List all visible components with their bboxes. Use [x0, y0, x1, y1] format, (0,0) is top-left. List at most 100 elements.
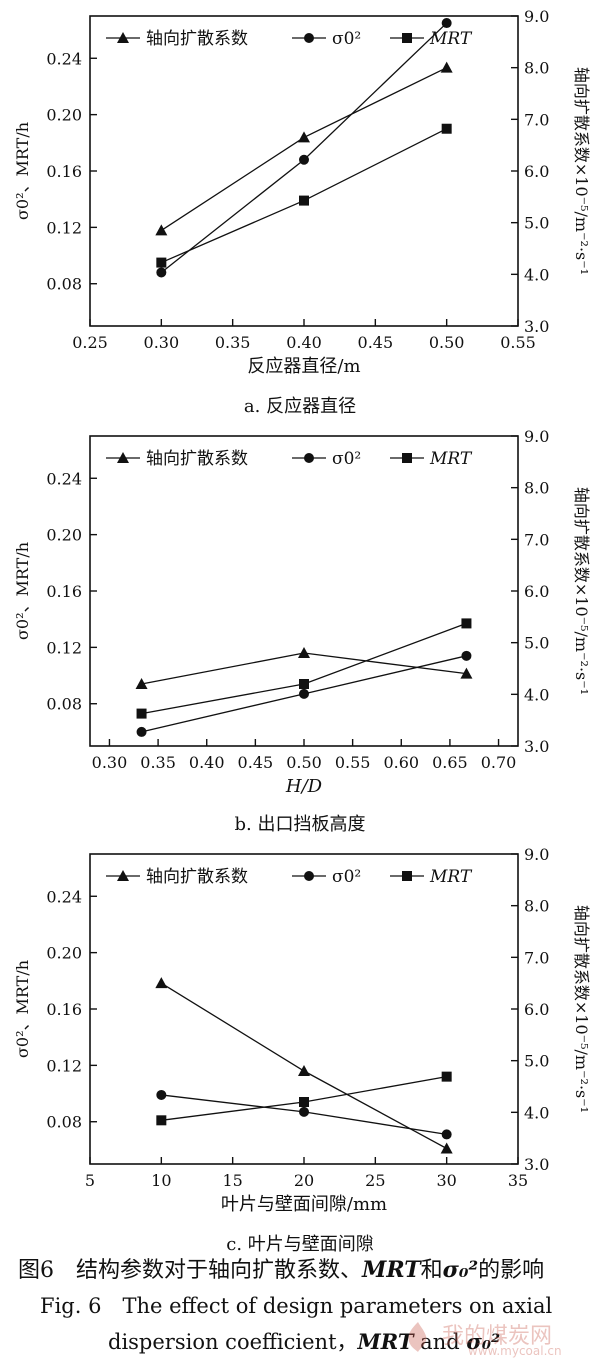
x-tick-label-b-2: 0.40 — [189, 753, 225, 772]
y-right-tick-label-a-4: 7.0 — [524, 110, 549, 129]
point-b-0-2 — [460, 667, 473, 679]
y-right-axis-label-b: 轴向扩散系数×10⁻⁵/m⁻²·s⁻¹ — [572, 487, 591, 695]
chart-subtitle-a: a. 反应器直径 — [244, 396, 356, 417]
legend-marker-b-0 — [117, 452, 129, 463]
y-right-tick-label-b-1: 4.0 — [524, 685, 549, 704]
legend-label-a-0: 轴向扩散系数 — [146, 29, 248, 49]
y-left-axis-label-c: σ0²、MRT/h — [13, 960, 32, 1058]
figure-charts: 0.25 0.30 0.35 0.40 0.45 0.50 0.55 0.08 0.12 0.16… — [13, 7, 591, 1255]
y-right-tick-label-c-1: 4.0 — [524, 1103, 549, 1122]
y-left-tick-label-a-0: 0.08 — [46, 275, 82, 294]
x-tick-label-b-4: 0.50 — [286, 753, 322, 772]
x-tick-label-b-7: 0.65 — [432, 753, 468, 772]
watermark-text: 我的煤炭网 — [442, 1324, 553, 1349]
point-b-2-1 — [299, 679, 309, 689]
y-left-tick-label-c-0: 0.08 — [46, 1113, 82, 1132]
y-right-tick-label-c-5: 8.0 — [524, 897, 549, 916]
x-tick-label-a-0: 0.25 — [72, 333, 108, 352]
y-right-axis-label-c: 轴向扩散系数×10⁻⁵/m⁻²·s⁻¹ — [572, 905, 591, 1113]
y-left-tick-label-c-2: 0.16 — [46, 1000, 82, 1019]
y-right-tick-label-c-4: 7.0 — [524, 948, 549, 967]
watermark: 我的煤炭网 www.mycoal.cn — [398, 1318, 578, 1362]
x-tick-label-b-5: 0.55 — [335, 753, 371, 772]
y-left-tick-label-b-2: 0.16 — [46, 582, 82, 601]
series-line-b-2 — [141, 622, 467, 715]
y-left-axis-label-b: σ0²、MRT/h — [13, 542, 32, 640]
x-tick-label-c-1: 10 — [151, 1171, 171, 1190]
caption-en-mrt: MRT — [357, 1329, 414, 1354]
x-tick-label-a-6: 0.55 — [500, 333, 536, 352]
x-tick-label-c-2: 15 — [222, 1171, 242, 1190]
legend-label-a-2: MRT — [429, 29, 473, 49]
legend-marker-b-1 — [304, 453, 314, 463]
caption-en-and: and — [413, 1330, 467, 1354]
x-tick-label-b-1: 0.35 — [140, 753, 176, 772]
legend-label-c-0: 轴向扩散系数 — [146, 867, 248, 887]
point-b-1-2 — [461, 650, 472, 661]
caption-zh-suffix: 的影响 — [478, 1258, 545, 1283]
y-left-tick-label-c-4: 0.24 — [46, 887, 82, 906]
point-b-2-2 — [461, 618, 472, 629]
y-right-tick-label-b-3: 6.0 — [524, 582, 549, 601]
caption-en-prefix: dispersion coefficient， — [108, 1330, 358, 1354]
point-c-0-0 — [155, 977, 168, 989]
point-a-2-1 — [299, 195, 309, 206]
watermark-logo-icon — [408, 1322, 427, 1352]
plot-frame-c — [89, 853, 519, 1165]
point-c-2-1 — [299, 1097, 309, 1107]
x-tick-label-c-6: 35 — [508, 1171, 528, 1190]
y-right-tick-label-a-5: 8.0 — [524, 59, 549, 78]
x-tick-label-b-0: 0.30 — [92, 753, 128, 772]
y-left-tick-label-c-3: 0.20 — [46, 944, 82, 963]
point-c-0-2 — [440, 1142, 453, 1154]
y-left-tick-label-a-3: 0.20 — [46, 106, 82, 125]
point-c-0-1 — [298, 1065, 310, 1076]
point-c-2-2 — [441, 1071, 452, 1082]
chart-c: 5 10 15 20 25 30 35 0.08 0.12 0.16 0.20 0.24 3.0 4.0 5… — [13, 845, 591, 1255]
y-right-tick-label-c-0: 3.0 — [524, 1155, 549, 1174]
legend-marker-c-0 — [117, 870, 129, 881]
y-left-tick-label-b-3: 0.20 — [46, 526, 82, 545]
point-b-0-0 — [135, 678, 148, 689]
legend-marker-c-1 — [304, 871, 314, 881]
chart-subtitle-b: b. 出口挡板高度 — [235, 814, 366, 835]
legend-label-b-2: MRT — [429, 449, 473, 469]
point-c-1-0 — [156, 1089, 167, 1100]
x-tick-label-c-4: 25 — [365, 1171, 385, 1190]
x-tick-label-b-8: 0.70 — [481, 753, 517, 772]
y-left-tick-label-a-1: 0.12 — [46, 218, 82, 237]
x-axis-label-c: 叶片与壁面间隙/mm — [221, 1194, 387, 1215]
y-left-tick-label-a-4: 0.24 — [46, 49, 82, 68]
y-left-axis-label-a: σ0²、MRT/h — [13, 122, 32, 220]
point-a-0-0 — [155, 224, 168, 236]
plot-frame-a — [89, 15, 519, 327]
point-a-1-1 — [299, 154, 309, 165]
y-left-tick-label-a-2: 0.16 — [46, 162, 82, 181]
legend-label-b-0: 轴向扩散系数 — [146, 449, 248, 469]
x-tick-label-c-5: 30 — [436, 1171, 456, 1190]
point-a-1-2 — [441, 18, 452, 29]
y-right-tick-label-b-2: 5.0 — [524, 634, 549, 653]
chart-b: 0.30 0.35 0.40 0.45 0.50 0.55 0.60 0.65 0.70 0.08… — [13, 427, 591, 835]
point-c-2-0 — [156, 1115, 167, 1126]
legend-label-a-1: σ0² — [332, 29, 361, 49]
point-b-2-0 — [136, 708, 147, 719]
y-right-tick-label-a-2: 5.0 — [524, 214, 549, 233]
x-tick-label-a-1: 0.30 — [144, 333, 180, 352]
y-right-tick-label-b-0: 3.0 — [524, 737, 549, 756]
x-tick-label-a-5: 0.50 — [429, 333, 465, 352]
point-a-0-2 — [440, 61, 453, 73]
legend-label-c-2: MRT — [429, 867, 473, 887]
point-b-1-1 — [299, 688, 309, 699]
x-tick-label-b-6: 0.60 — [383, 753, 419, 772]
x-tick-label-c-3: 20 — [294, 1171, 314, 1190]
y-left-tick-label-b-4: 0.24 — [46, 469, 82, 488]
point-b-0-1 — [298, 647, 310, 658]
point-a-2-2 — [441, 123, 452, 134]
chart-subtitle-c: c. 叶片与壁面间隙 — [226, 1234, 374, 1255]
point-b-1-0 — [136, 726, 147, 737]
x-tick-label-a-4: 0.45 — [358, 333, 394, 352]
legend-marker-a-0 — [117, 32, 129, 43]
caption-en-line1: Fig. 6 The effect of design parameters o… — [40, 1294, 553, 1318]
y-left-tick-label-c-1: 0.12 — [46, 1056, 82, 1075]
